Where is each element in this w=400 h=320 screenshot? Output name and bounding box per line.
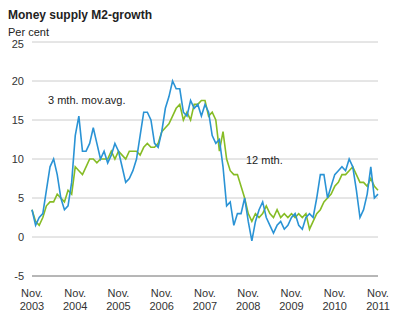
svg-text:5: 5 — [18, 192, 24, 204]
svg-text:Nov.2009: Nov.2009 — [279, 287, 303, 310]
svg-text:Nov.2005: Nov.2005 — [106, 287, 130, 310]
svg-text:10: 10 — [12, 153, 24, 165]
svg-text:15: 15 — [12, 114, 24, 126]
svg-text:Nov.2003: Nov.2003 — [20, 287, 44, 310]
svg-text:-5: -5 — [14, 270, 24, 282]
svg-text:25: 25 — [12, 38, 24, 50]
html-text:3 mth. mov.avg.: 3 mth. mov.avg. — [48, 94, 126, 106]
svg-text:Nov.2007: Nov.2007 — [193, 287, 217, 310]
svg-text:20: 20 — [12, 75, 24, 87]
html-text:Money supply M2-growth: Money supply M2-growth — [8, 8, 152, 22]
svg-text:Nov.2008: Nov.2008 — [236, 287, 260, 310]
svg-text:0: 0 — [18, 231, 24, 243]
svg-text:Nov.2011: Nov.2011 — [366, 287, 390, 310]
svg-text:Nov.2010: Nov.2010 — [323, 287, 347, 310]
svg-text:Nov.2006: Nov.2006 — [150, 287, 174, 310]
html-text:12 mth.: 12 mth. — [246, 154, 283, 166]
svg-text:Nov.2004: Nov.2004 — [63, 287, 87, 310]
html-text:Per cent: Per cent — [8, 26, 49, 38]
